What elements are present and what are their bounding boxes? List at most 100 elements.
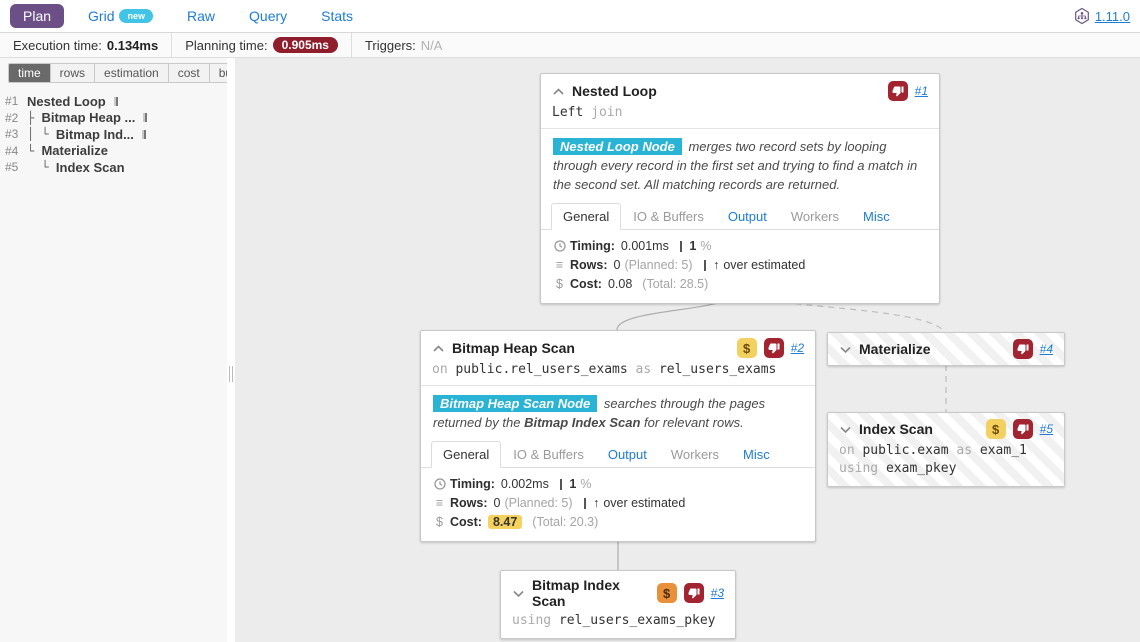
arrow-up-icon: ↑ [713,258,720,273]
node-tab-output[interactable]: Output [596,441,659,468]
node-header[interactable]: Bitmap Heap Scan $ #2 on public.rel_user… [421,331,815,385]
planning-time-badge: 0.905ms [272,37,338,53]
cost-total: (Total: 20.3) [532,515,599,530]
plan-diagram-canvas[interactable]: Nested Loop #1 Left join Nested Loop Nod… [235,58,1140,642]
node-tab-io-buffers[interactable]: IO & Buffers [501,441,596,468]
triggers-label: Triggers: [364,37,416,53]
node-card-index-scan: Index Scan $ #5 on public.exam as exam_1… [827,412,1065,488]
cost-row: $ Cost: 0.08 (Total: 28.5) [553,275,927,294]
tree-node-id: #1 [5,94,19,109]
node-tab-io-buffers[interactable]: IO & Buffers [621,203,716,230]
tree-row-3[interactable]: #3 │ └ Bitmap Ind... [0,126,227,143]
node-title: Bitmap Index Scan [532,577,620,609]
metric-tab-cost[interactable]: cost [168,64,210,82]
tab-raw[interactable]: Raw [177,4,225,28]
execution-time-group: Execution time: 0.134ms [0,33,173,57]
tab-plan[interactable]: Plan [10,4,65,28]
join-direction: Left [552,105,584,120]
node-ref-link[interactable]: #1 [914,84,928,98]
rows-row: ≡ Rows: 0 (Planned: 5) ↑ over estimated [433,494,803,513]
thumbs-down-badge [1012,339,1033,359]
node-tab-general[interactable]: General [551,202,622,230]
node-description-text: merges two record sets by looping throug… [553,139,918,192]
node-tab-misc[interactable]: Misc [851,203,902,230]
node-ref-link[interactable]: #3 [710,586,724,600]
node-card-materialize: Materialize #4 [827,332,1065,366]
tree-row-1[interactable]: #1 Nested Loop [0,93,227,110]
join-keyword: join [591,105,623,120]
node-ref-link[interactable]: #4 [1039,342,1053,356]
version-area: 1.11.0 [1073,7,1130,25]
node-tab-workers[interactable]: Workers [659,441,731,468]
node-header[interactable]: Nested Loop #1 Left join [541,74,939,128]
table-alias: rel_users_exams [658,362,777,377]
costliest-dollar-badge: $ [656,583,677,603]
on-keyword: on [839,443,855,458]
cost-label: Cost: [570,277,602,292]
thumbs-down-badge [887,81,908,101]
new-badge: new [119,9,153,23]
node-header[interactable]: Bitmap Index Scan $ #3 using rel_users_e… [501,571,735,638]
node-ref-link[interactable]: #5 [1039,422,1053,436]
rows-value: 0 [493,496,501,511]
rows-planned: (Planned: 5) [504,496,573,511]
node-tab-misc[interactable]: Misc [731,441,782,468]
tab-query[interactable]: Query [239,4,297,28]
timing-label: Timing: [570,239,615,254]
version-link[interactable]: 1.11.0 [1094,8,1130,24]
tab-grid[interactable]: Grid new [78,4,163,28]
chevron-up-icon[interactable] [432,344,445,353]
node-card-nested-loop: Nested Loop #1 Left join Nested Loop Nod… [540,73,940,304]
timing-pct-bar [559,478,563,490]
time-bar [143,113,148,123]
sidebar-resize-handle[interactable] [227,58,235,642]
tree-row-4[interactable]: #4 └ Materialize [0,143,227,160]
time-bar [113,96,118,106]
tree-node-label: Bitmap Ind... [55,126,134,142]
tree-connector: ├ [27,110,42,125]
tab-stats[interactable]: Stats [311,4,363,28]
metric-tab-rows[interactable]: rows [50,64,96,82]
tree-connector: └ [27,160,56,175]
rows-label: Rows: [450,496,488,511]
tree-row-2[interactable]: #2 ├ Bitmap Heap ... [0,110,227,127]
as-keyword: as [635,362,652,377]
thumbs-down-badge [763,338,784,358]
node-type-tag: Bitmap Heap Scan Node [433,395,598,413]
timing-row: Timing: 0.001ms 1% [553,237,927,256]
metric-tab-time[interactable]: time [9,64,51,82]
node-tab-output[interactable]: Output [716,203,779,230]
plan-stats-bar: Execution time: 0.134ms Planning time: 0… [0,33,1140,58]
node-ref-link[interactable]: #2 [790,341,804,355]
rows-value: 0 [613,258,621,273]
chevron-down-icon[interactable] [839,345,852,354]
node-tab-general[interactable]: General [431,440,502,468]
timing-pct: 1 [689,239,697,254]
tree-connector: │ └ [27,127,56,142]
node-header[interactable]: Materialize #4 [828,333,1064,365]
index-name: exam_pkey [885,461,957,477]
node-subtitle: using rel_users_exams_pkey [512,612,724,630]
node-header[interactable]: Index Scan $ #5 on public.exam as exam_1… [828,413,1064,486]
plan-tree-sidebar: time rows estimation cost buffers #1 Nes… [0,58,266,642]
tree-node-label: Bitmap Heap ... [41,110,136,126]
pct-sign: % [580,477,592,492]
node-tab-bar: General IO & Buffers Output Workers Misc [421,440,815,468]
execution-time-label: Execution time: [13,37,102,53]
dollar-icon: $ [436,515,443,530]
chevron-down-icon[interactable] [839,425,852,434]
metric-tab-estimation[interactable]: estimation [95,64,169,82]
chevron-up-icon[interactable] [552,87,565,96]
on-keyword: on [432,362,448,377]
node-tab-workers[interactable]: Workers [779,203,851,230]
clock-icon [433,478,446,491]
timing-pct: 1 [569,477,577,492]
cost-label: Cost: [450,515,482,530]
node-title: Index Scan [859,421,933,437]
index-name: rel_users_exams_pkey [558,613,716,628]
node-description-text: searches through the pages returned by t… [433,396,766,431]
tree-row-5[interactable]: #5 └ Index Scan [0,159,227,176]
top-navbar: Plan Grid new Raw Query Stats 1.11.0 [0,0,1140,33]
chevron-down-icon[interactable] [512,589,525,598]
tree-node-id: #3 [5,127,19,142]
